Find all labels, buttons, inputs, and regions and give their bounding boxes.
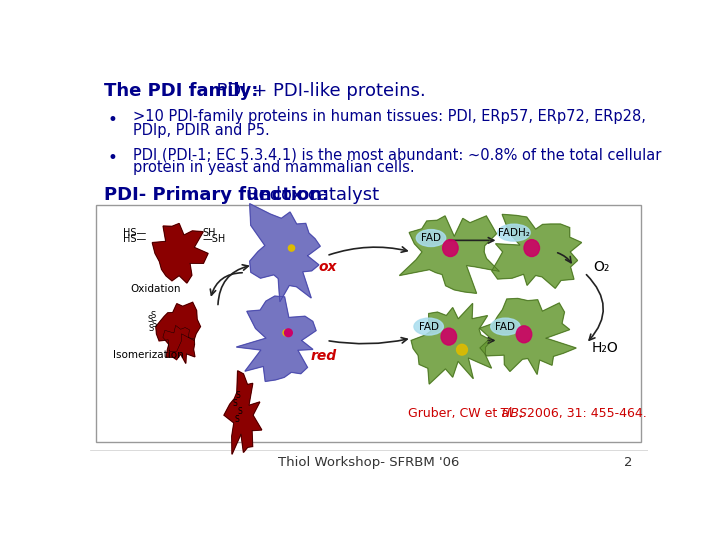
Text: FAD: FAD xyxy=(421,233,441,243)
Text: ox: ox xyxy=(319,260,337,274)
Text: Oxidation: Oxidation xyxy=(130,284,181,294)
Ellipse shape xyxy=(283,330,289,336)
Ellipse shape xyxy=(516,326,532,343)
Text: —SH: —SH xyxy=(202,234,225,244)
Polygon shape xyxy=(156,302,200,352)
Text: 2: 2 xyxy=(624,456,632,469)
Polygon shape xyxy=(480,299,576,374)
Text: FADH₂: FADH₂ xyxy=(498,228,530,238)
Text: O₂: O₂ xyxy=(594,260,610,274)
Text: The PDI family:: The PDI family: xyxy=(104,82,258,100)
Text: PDI + PDI-like proteins.: PDI + PDI-like proteins. xyxy=(204,82,426,100)
Text: S: S xyxy=(152,320,157,329)
Text: •: • xyxy=(107,111,117,129)
Text: •: • xyxy=(107,148,117,167)
Text: S: S xyxy=(150,310,156,320)
Text: S: S xyxy=(233,399,238,408)
Polygon shape xyxy=(224,371,262,454)
Text: protein in yeast and mammalian cells.: protein in yeast and mammalian cells. xyxy=(132,160,414,176)
Text: Isomerization: Isomerization xyxy=(113,350,184,360)
Text: Thiol Workshop- SFRBM '06: Thiol Workshop- SFRBM '06 xyxy=(279,456,459,469)
Ellipse shape xyxy=(524,240,539,256)
Polygon shape xyxy=(492,214,582,288)
Text: HS—: HS— xyxy=(122,228,145,238)
Text: red: red xyxy=(311,349,337,363)
Ellipse shape xyxy=(441,328,456,345)
Ellipse shape xyxy=(498,224,530,241)
Text: S: S xyxy=(235,392,240,400)
Ellipse shape xyxy=(456,345,467,355)
Text: , 2006, 31: 455-464.: , 2006, 31: 455-464. xyxy=(518,408,647,421)
Text: S: S xyxy=(148,315,153,324)
Ellipse shape xyxy=(289,245,294,251)
Text: HS—: HS— xyxy=(122,234,145,244)
Text: S: S xyxy=(238,407,242,416)
Text: S: S xyxy=(234,415,239,423)
Text: Gruber, CW et al.: Gruber, CW et al. xyxy=(408,408,521,421)
Ellipse shape xyxy=(414,318,444,335)
FancyBboxPatch shape xyxy=(96,205,641,442)
Polygon shape xyxy=(163,326,195,363)
Polygon shape xyxy=(153,224,208,283)
Text: SH: SH xyxy=(202,228,216,238)
Text: >10 PDI-family proteins in human tissues: PDI, ERp57, ERp72, ERp28,: >10 PDI-family proteins in human tissues… xyxy=(132,110,646,124)
Ellipse shape xyxy=(490,318,520,335)
Ellipse shape xyxy=(443,240,458,256)
Text: S: S xyxy=(149,325,154,333)
Text: H₂O: H₂O xyxy=(591,341,618,355)
Ellipse shape xyxy=(284,329,292,336)
Text: FAD: FAD xyxy=(418,322,438,332)
Polygon shape xyxy=(400,216,500,293)
Polygon shape xyxy=(250,204,320,302)
Text: PDI- Primary function:: PDI- Primary function: xyxy=(104,186,329,205)
Polygon shape xyxy=(236,296,316,381)
Text: FAD: FAD xyxy=(495,322,516,332)
Text: PDI (PDI-1; EC 5.3.4.1) is the most abundant: ~0.8% of the total cellular: PDI (PDI-1; EC 5.3.4.1) is the most abun… xyxy=(132,147,661,162)
Text: Redox catalyst: Redox catalyst xyxy=(241,186,379,205)
Text: TIBS: TIBS xyxy=(499,408,527,421)
Ellipse shape xyxy=(416,230,446,247)
Text: PDIp, PDIR and P5.: PDIp, PDIR and P5. xyxy=(132,123,269,138)
Polygon shape xyxy=(411,303,492,384)
